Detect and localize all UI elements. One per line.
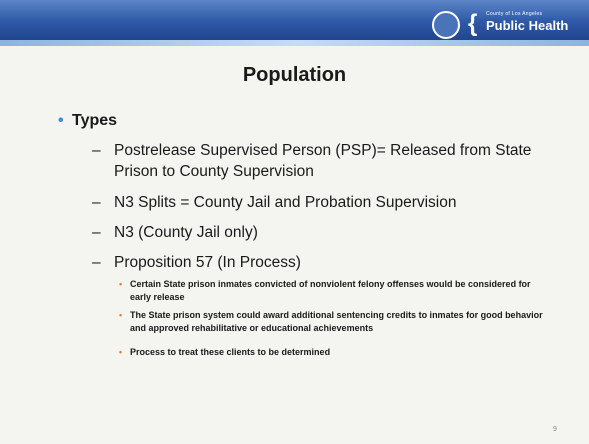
detail-bullet: Certain State prison inmates convicted o… (119, 278, 550, 304)
header-banner (0, 0, 589, 46)
bullet: Types (58, 112, 117, 130)
sub-bullet: Proposition 57 (In Process) (92, 252, 554, 273)
org-name: Public Health (486, 18, 569, 33)
header-stripe (0, 40, 589, 46)
sub-bullet: Postrelease Supervised Person (PSP)= Rel… (92, 140, 554, 182)
detail-bullet: The State prison system could award addi… (119, 309, 550, 335)
slide-title: Population (242, 64, 347, 86)
sub-bullet: N3 (County Jail only) (92, 222, 554, 243)
page-number: 9 (553, 426, 557, 433)
sub-bullet: N3 Splits = County Jail and Probation Su… (92, 192, 554, 213)
county-seal (432, 11, 460, 39)
detail-bullet: Process to treat these clients to be det… (119, 346, 550, 359)
org-small: County of Los Angeles (486, 11, 543, 17)
logo-mark: { (468, 10, 478, 37)
